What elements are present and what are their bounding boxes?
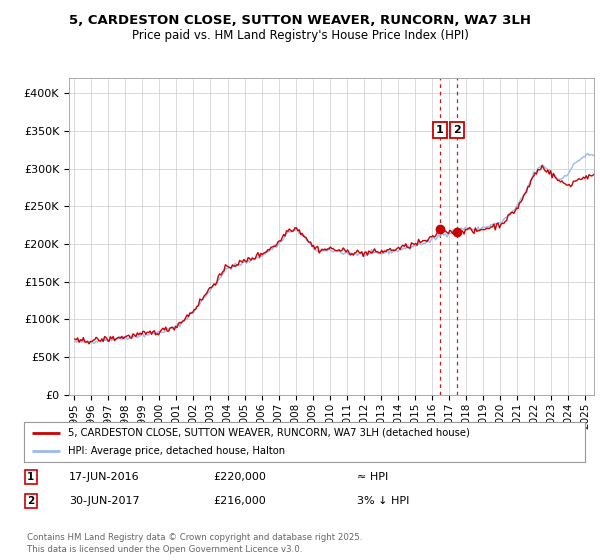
Text: 5, CARDESTON CLOSE, SUTTON WEAVER, RUNCORN, WA7 3LH: 5, CARDESTON CLOSE, SUTTON WEAVER, RUNCO… [69, 14, 531, 27]
Text: HPI: Average price, detached house, Halton: HPI: Average price, detached house, Halt… [68, 446, 285, 456]
Text: 1: 1 [436, 125, 444, 134]
Text: 2: 2 [27, 496, 34, 506]
Text: ≈ HPI: ≈ HPI [357, 472, 388, 482]
Text: Price paid vs. HM Land Registry's House Price Index (HPI): Price paid vs. HM Land Registry's House … [131, 29, 469, 42]
Text: 3% ↓ HPI: 3% ↓ HPI [357, 496, 409, 506]
Text: £220,000: £220,000 [213, 472, 266, 482]
Text: 2: 2 [454, 125, 461, 134]
Text: 5, CARDESTON CLOSE, SUTTON WEAVER, RUNCORN, WA7 3LH (detached house): 5, CARDESTON CLOSE, SUTTON WEAVER, RUNCO… [68, 428, 470, 437]
Text: 1: 1 [27, 472, 34, 482]
Text: 30-JUN-2017: 30-JUN-2017 [69, 496, 140, 506]
Text: Contains HM Land Registry data © Crown copyright and database right 2025.
This d: Contains HM Land Registry data © Crown c… [27, 533, 362, 554]
Text: £216,000: £216,000 [213, 496, 266, 506]
Text: 17-JUN-2016: 17-JUN-2016 [69, 472, 140, 482]
